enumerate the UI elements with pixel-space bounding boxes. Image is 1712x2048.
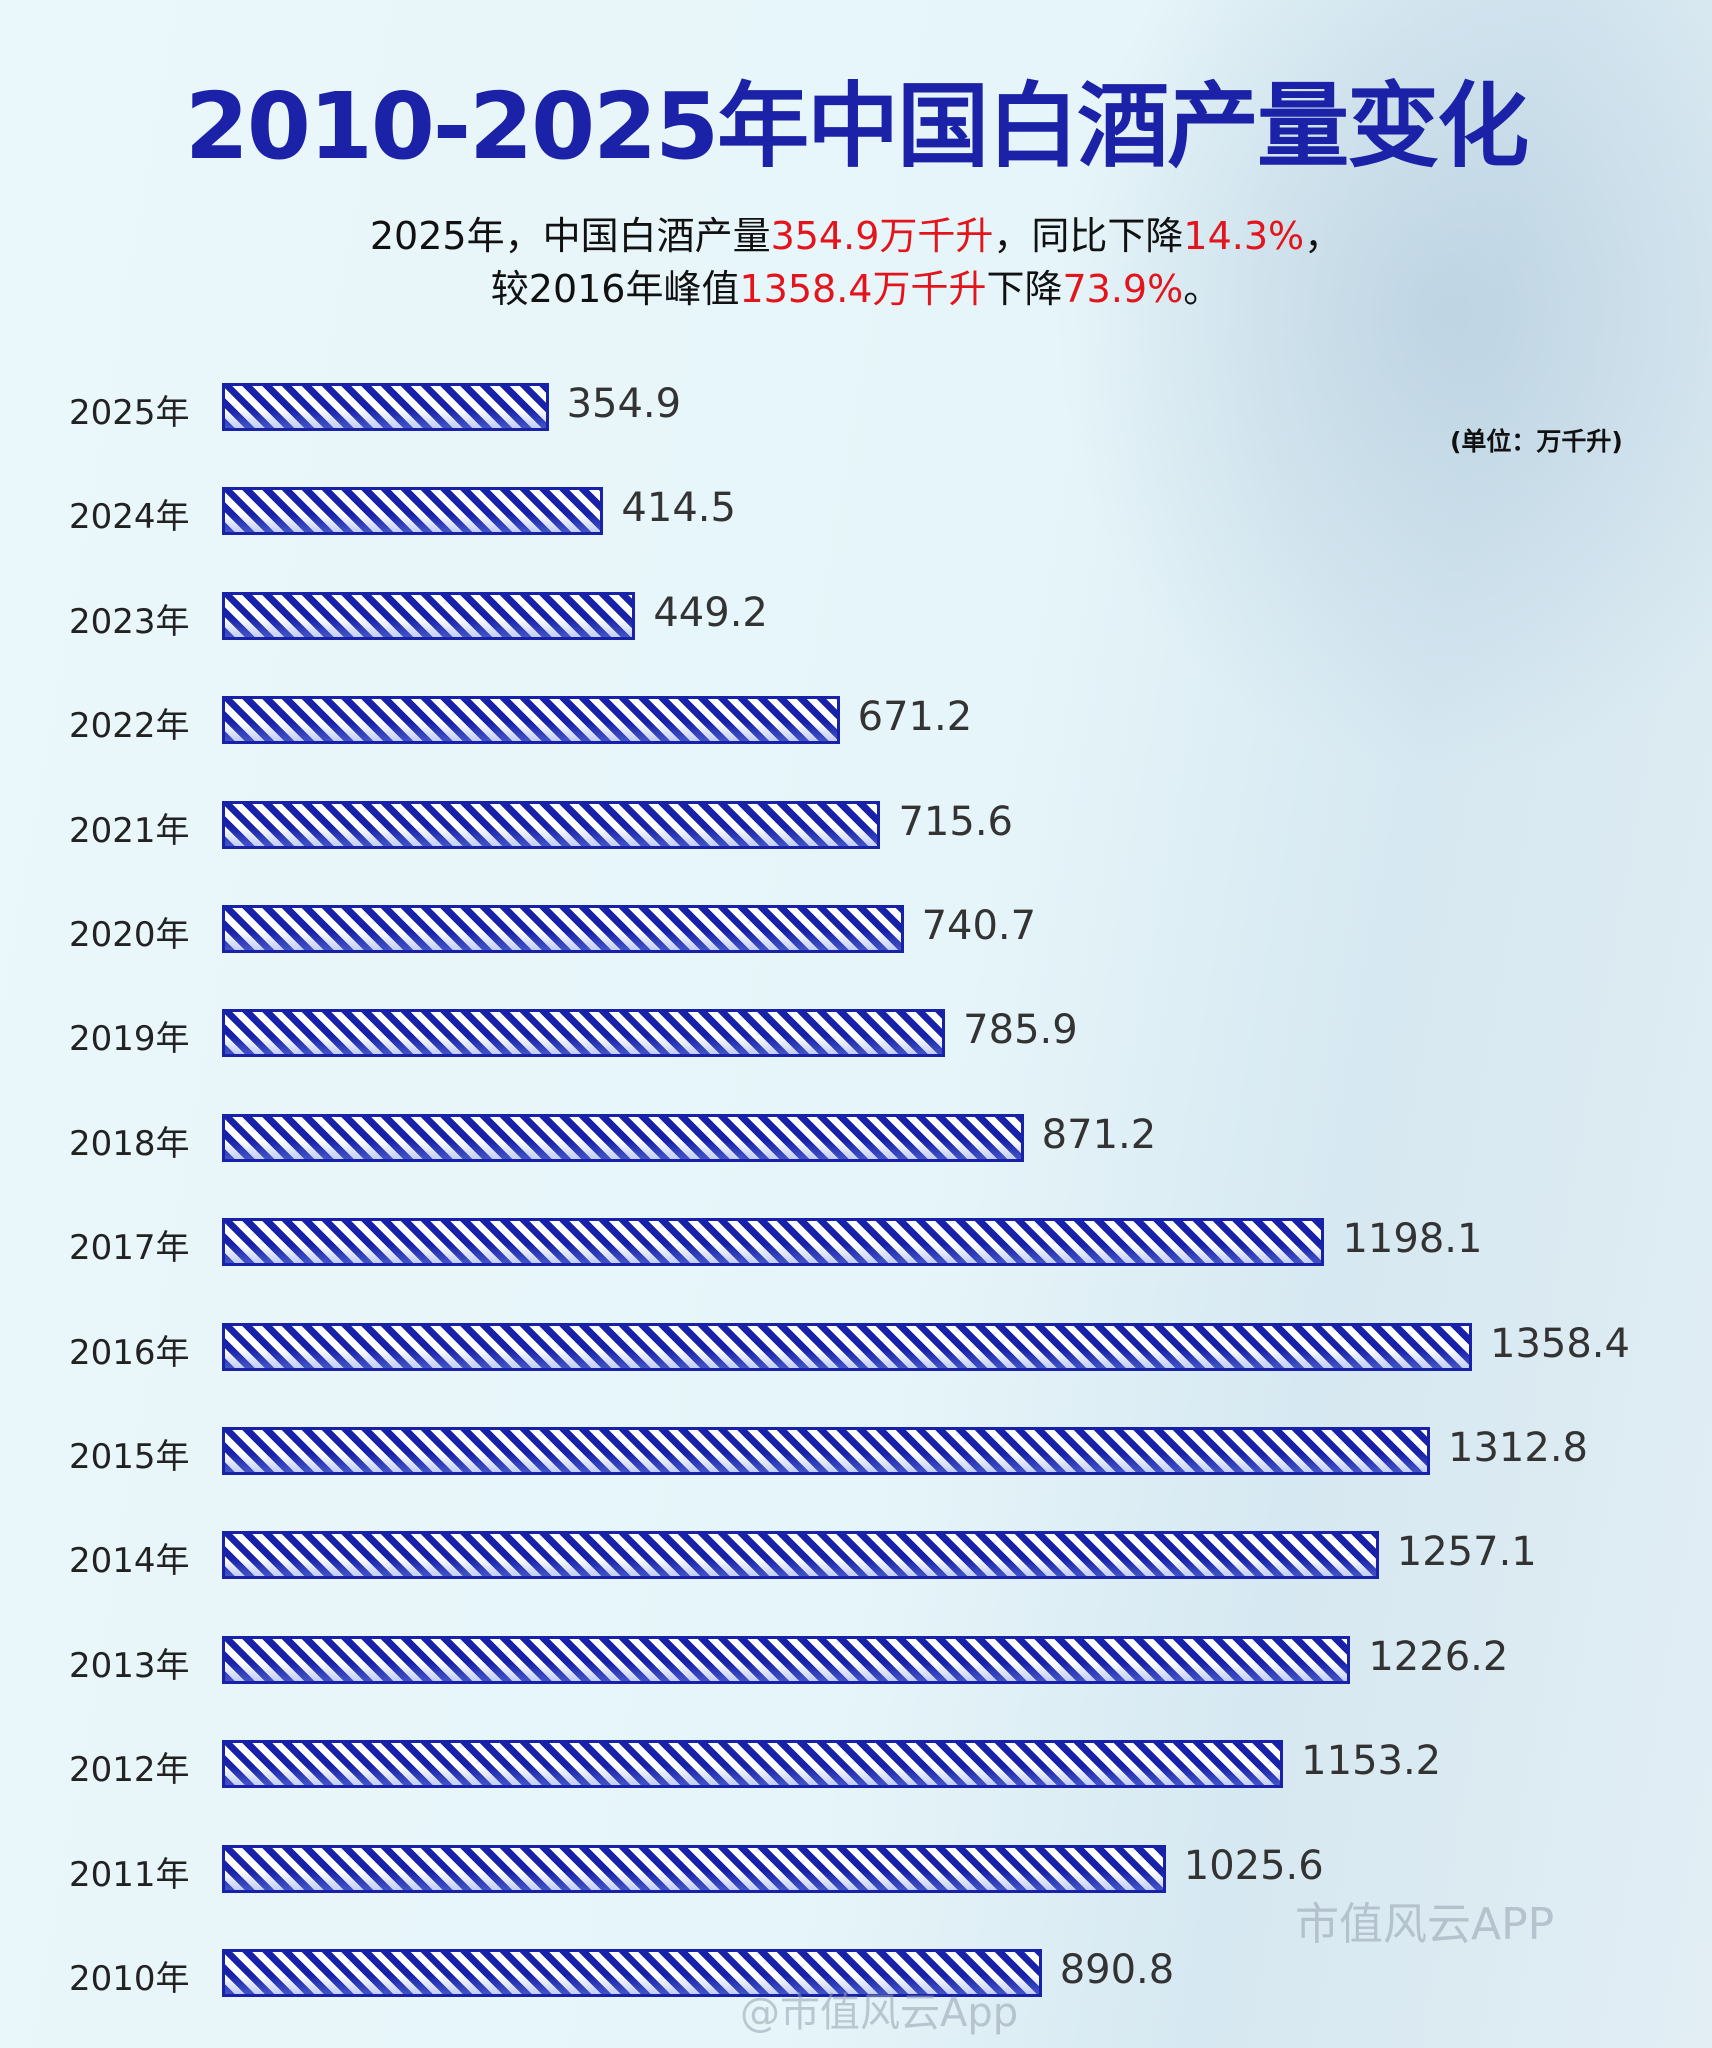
value-label: 449.2 [653, 589, 768, 636]
value-label: 414.5 [621, 485, 736, 532]
subtitle-highlight: 14.3% [1183, 214, 1305, 258]
category-label: 2024年 [69, 497, 190, 538]
value-label: 871.2 [1041, 1111, 1157, 1158]
bar-row: 2025年 354.9 [0, 381, 1712, 433]
value-label: 1153.2 [1301, 1738, 1442, 1785]
subtitle-text: 较2016年峰值 [490, 267, 740, 311]
category-label: 2025年 [69, 393, 190, 433]
subtitle-text: ， [1304, 214, 1343, 258]
category-label: 2016年 [69, 1332, 190, 1373]
bar-row: 2018年 871.2 [0, 1111, 1712, 1164]
watermark: @市值风云App [740, 1990, 1019, 2036]
bar-row: 2017年 1198.1 [0, 1216, 1712, 1269]
value-label: 890.8 [1059, 1947, 1175, 1993]
value-label: 1198.1 [1342, 1216, 1483, 1263]
category-label: 2010年 [69, 1959, 190, 1999]
value-label: 354.9 [566, 381, 682, 427]
bar [222, 1322, 1472, 1371]
bar-row: 2015年 1312.8 [0, 1425, 1712, 1477]
bar [222, 696, 840, 745]
subtitle-text: 2025年，中国白酒产量 [369, 214, 771, 258]
bar [222, 383, 549, 431]
value-label: 1312.8 [1448, 1425, 1588, 1471]
bar-row: 2024年 414.5 [0, 485, 1712, 538]
category-label: 2018年 [69, 1123, 190, 1164]
subtitle-line-1: 2025年，中国白酒产量354.9万千升，同比下降14.3%， [0, 205, 1712, 260]
category-label: 2019年 [69, 1019, 190, 1060]
bar [222, 905, 904, 953]
category-label: 2022年 [69, 706, 190, 747]
value-label: 671.2 [857, 694, 973, 741]
value-label: 1226.2 [1368, 1633, 1509, 1680]
bar-row: 2011年 1025.6 [0, 1842, 1712, 1895]
value-label: 1025.6 [1183, 1842, 1324, 1889]
bar-row: 2016年 1358.4 [0, 1320, 1712, 1373]
category-label: 2011年 [69, 1854, 190, 1895]
chart-title: 2010-2025年中国白酒产量变化 [184, 73, 1529, 180]
bar [222, 1427, 1431, 1475]
bar [222, 800, 881, 849]
category-label: 2013年 [69, 1645, 190, 1686]
bar [222, 1740, 1284, 1789]
bar [222, 1635, 1351, 1684]
bar-row: 2010年 890.8 [0, 1947, 1712, 1999]
value-label: 785.9 [963, 1007, 1078, 1054]
bar [222, 1113, 1024, 1162]
bar [222, 591, 636, 640]
category-label: 2021年 [69, 810, 190, 851]
bar [222, 1844, 1166, 1893]
bar [222, 487, 604, 536]
bar-row: 2014年 1257.1 [0, 1529, 1712, 1582]
bar [222, 1218, 1325, 1267]
subtitle-highlight: 73.9% [1062, 267, 1184, 311]
bar-row: 2013年 1226.2 [0, 1633, 1712, 1686]
value-label: 715.6 [898, 798, 1013, 845]
subtitle-text: 下降 [986, 267, 1063, 311]
bar-row: 2012年 1153.2 [0, 1738, 1712, 1791]
bar [222, 1531, 1379, 1580]
category-label: 2014年 [69, 1541, 190, 1582]
bar-row: 2023年 449.2 [0, 589, 1712, 642]
value-label: 1257.1 [1396, 1529, 1537, 1576]
value-label: 1358.4 [1490, 1320, 1630, 1367]
bar-row: 2021年 715.6 [0, 798, 1712, 851]
bar-row: 2020年 740.7 [0, 903, 1712, 955]
watermark: 市值风云APP [1295, 1899, 1555, 1950]
category-label: 2020年 [69, 915, 190, 955]
category-label: 2012年 [69, 1750, 190, 1791]
value-label: 740.7 [921, 903, 1037, 949]
bar [222, 1009, 946, 1058]
background-decoration [1050, 0, 1712, 780]
subtitle-text: ，同比下降 [993, 214, 1184, 258]
subtitle-text: 。 [1183, 267, 1222, 311]
bar-row: 2022年 671.2 [0, 694, 1712, 747]
bar [222, 1949, 1042, 1997]
category-label: 2023年 [69, 601, 190, 642]
category-label: 2017年 [69, 1228, 190, 1269]
subtitle-highlight: 1358.4万千升 [739, 267, 987, 311]
subtitle-highlight: 354.9万千升 [770, 214, 994, 258]
bar-row: 2019年 785.9 [0, 1007, 1712, 1060]
unit-label: (单位：万千升) [1450, 427, 1623, 456]
category-label: 2015年 [69, 1437, 190, 1477]
subtitle-line-2: 较2016年峰值1358.4万千升下降73.9%。 [0, 258, 1712, 313]
